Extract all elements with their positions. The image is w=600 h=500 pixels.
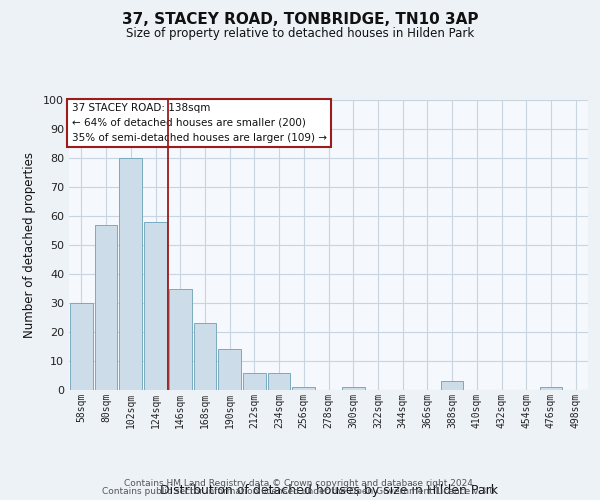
Bar xyxy=(441,382,463,390)
Bar xyxy=(169,288,191,390)
Bar xyxy=(218,350,241,390)
Bar xyxy=(95,224,118,390)
X-axis label: Distribution of detached houses by size in Hilden Park: Distribution of detached houses by size … xyxy=(160,484,497,496)
Bar xyxy=(292,387,315,390)
Bar xyxy=(144,222,167,390)
Bar xyxy=(70,303,93,390)
Text: Size of property relative to detached houses in Hilden Park: Size of property relative to detached ho… xyxy=(126,28,474,40)
Bar xyxy=(194,324,216,390)
Text: 37 STACEY ROAD: 138sqm
← 64% of detached houses are smaller (200)
35% of semi-de: 37 STACEY ROAD: 138sqm ← 64% of detached… xyxy=(71,103,326,142)
Bar xyxy=(243,372,266,390)
Bar xyxy=(268,372,290,390)
Bar xyxy=(119,158,142,390)
Bar xyxy=(342,387,365,390)
Y-axis label: Number of detached properties: Number of detached properties xyxy=(23,152,36,338)
Text: Contains public sector information licensed under the Open Government Licence v.: Contains public sector information licen… xyxy=(102,487,498,496)
Text: 37, STACEY ROAD, TONBRIDGE, TN10 3AP: 37, STACEY ROAD, TONBRIDGE, TN10 3AP xyxy=(122,12,478,28)
Text: Contains HM Land Registry data © Crown copyright and database right 2024.: Contains HM Land Registry data © Crown c… xyxy=(124,478,476,488)
Bar xyxy=(539,387,562,390)
